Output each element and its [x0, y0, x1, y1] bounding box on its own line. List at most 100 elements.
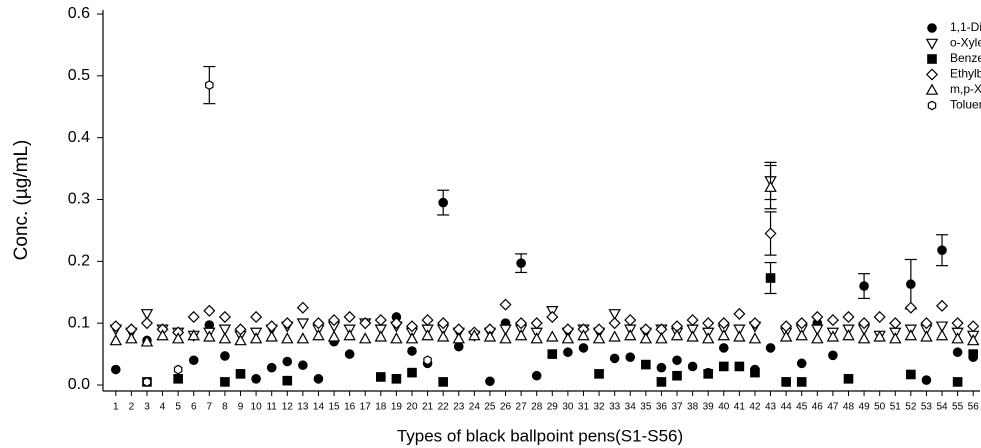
- point: [343, 329, 356, 341]
- y-axis-title: Conc. (µg/mL): [11, 140, 32, 261]
- x-tick-label: 52: [905, 402, 917, 413]
- x-tick-label: 32: [594, 402, 606, 413]
- x-tick-label: 14: [313, 402, 325, 413]
- point: [327, 314, 341, 327]
- x-tick-label: 39: [703, 402, 715, 413]
- x-tick-label: 35: [640, 402, 652, 413]
- point: [359, 332, 372, 344]
- point: [670, 329, 684, 341]
- y-tick-label: 0.0: [68, 376, 90, 393]
- point: [546, 330, 559, 342]
- x-tick-label: 51: [890, 402, 902, 413]
- point: [811, 310, 824, 324]
- x-tick-label: 43: [765, 402, 777, 413]
- legend-marker: [925, 68, 939, 81]
- point: [563, 347, 573, 358]
- point: [608, 330, 621, 342]
- legend-marker: [925, 83, 939, 95]
- point: [748, 332, 762, 344]
- x-axis-title: Types of black ballpoint pens(S1-S56): [397, 426, 683, 445]
- point: [140, 317, 154, 330]
- point: [343, 310, 356, 324]
- x-tick-label: 18: [375, 402, 387, 413]
- point: [110, 364, 121, 375]
- point: [530, 332, 543, 344]
- point: [733, 324, 746, 336]
- point: [296, 332, 310, 344]
- legend-label: 1,1-Dichloroethylene: [950, 20, 981, 34]
- point: [344, 349, 355, 359]
- point: [452, 332, 465, 344]
- point: [405, 332, 419, 344]
- point: [187, 310, 200, 324]
- x-tick-label: 56: [968, 402, 980, 413]
- point: [687, 361, 698, 372]
- point: [608, 317, 621, 330]
- point: [937, 245, 947, 256]
- point: [547, 349, 558, 359]
- point: [251, 374, 261, 384]
- x-tick-label: 26: [500, 402, 512, 413]
- point: [686, 314, 699, 327]
- point: [313, 374, 324, 384]
- point: [187, 329, 200, 341]
- point: [765, 273, 776, 283]
- point: [968, 349, 979, 359]
- point: [218, 310, 231, 324]
- y-tick-label: 0.5: [68, 67, 90, 84]
- legend-label: Benzene: [950, 51, 981, 65]
- point: [109, 320, 122, 333]
- x-tick-label: 40: [718, 402, 730, 413]
- point: [733, 330, 746, 342]
- point: [625, 352, 636, 362]
- x-tick-label: 29: [547, 402, 559, 413]
- point: [391, 374, 402, 384]
- point: [407, 367, 417, 378]
- point: [515, 317, 528, 330]
- point: [438, 197, 448, 208]
- x-tick-label: 22: [438, 402, 450, 413]
- point: [904, 329, 918, 341]
- point: [828, 350, 838, 361]
- x-tick-label: 1: [113, 402, 119, 413]
- point: [530, 317, 543, 330]
- point: [765, 343, 776, 353]
- point: [624, 329, 637, 341]
- point: [656, 362, 667, 373]
- point: [282, 375, 293, 386]
- point: [717, 317, 730, 330]
- point: [173, 364, 183, 375]
- point: [873, 330, 886, 342]
- x-tick-label: 9: [238, 402, 244, 413]
- point: [796, 358, 807, 369]
- point: [966, 334, 980, 346]
- point: [859, 281, 869, 291]
- x-tick-label: 30: [562, 402, 574, 413]
- point: [531, 370, 542, 381]
- point: [296, 318, 310, 330]
- point: [405, 320, 419, 333]
- point: [234, 334, 247, 346]
- point: [561, 332, 575, 344]
- point: [407, 346, 417, 356]
- point: [453, 341, 464, 352]
- point: [594, 369, 604, 379]
- point: [390, 317, 403, 330]
- point: [703, 369, 713, 379]
- point: [250, 310, 263, 324]
- legend-marker: [925, 38, 939, 50]
- point: [281, 332, 294, 344]
- point: [750, 367, 760, 378]
- x-tick-label: 55: [952, 402, 964, 413]
- point: [499, 324, 512, 336]
- legend-label: Toluene: [950, 98, 981, 112]
- point: [499, 298, 512, 311]
- point: [748, 317, 762, 330]
- legend-label: Ethylbenzene: [950, 67, 981, 81]
- point: [609, 353, 620, 364]
- point: [624, 314, 637, 327]
- x-tick-label: 46: [812, 402, 824, 413]
- point: [156, 329, 169, 341]
- point: [218, 324, 232, 336]
- x-tick-label: 16: [344, 402, 356, 413]
